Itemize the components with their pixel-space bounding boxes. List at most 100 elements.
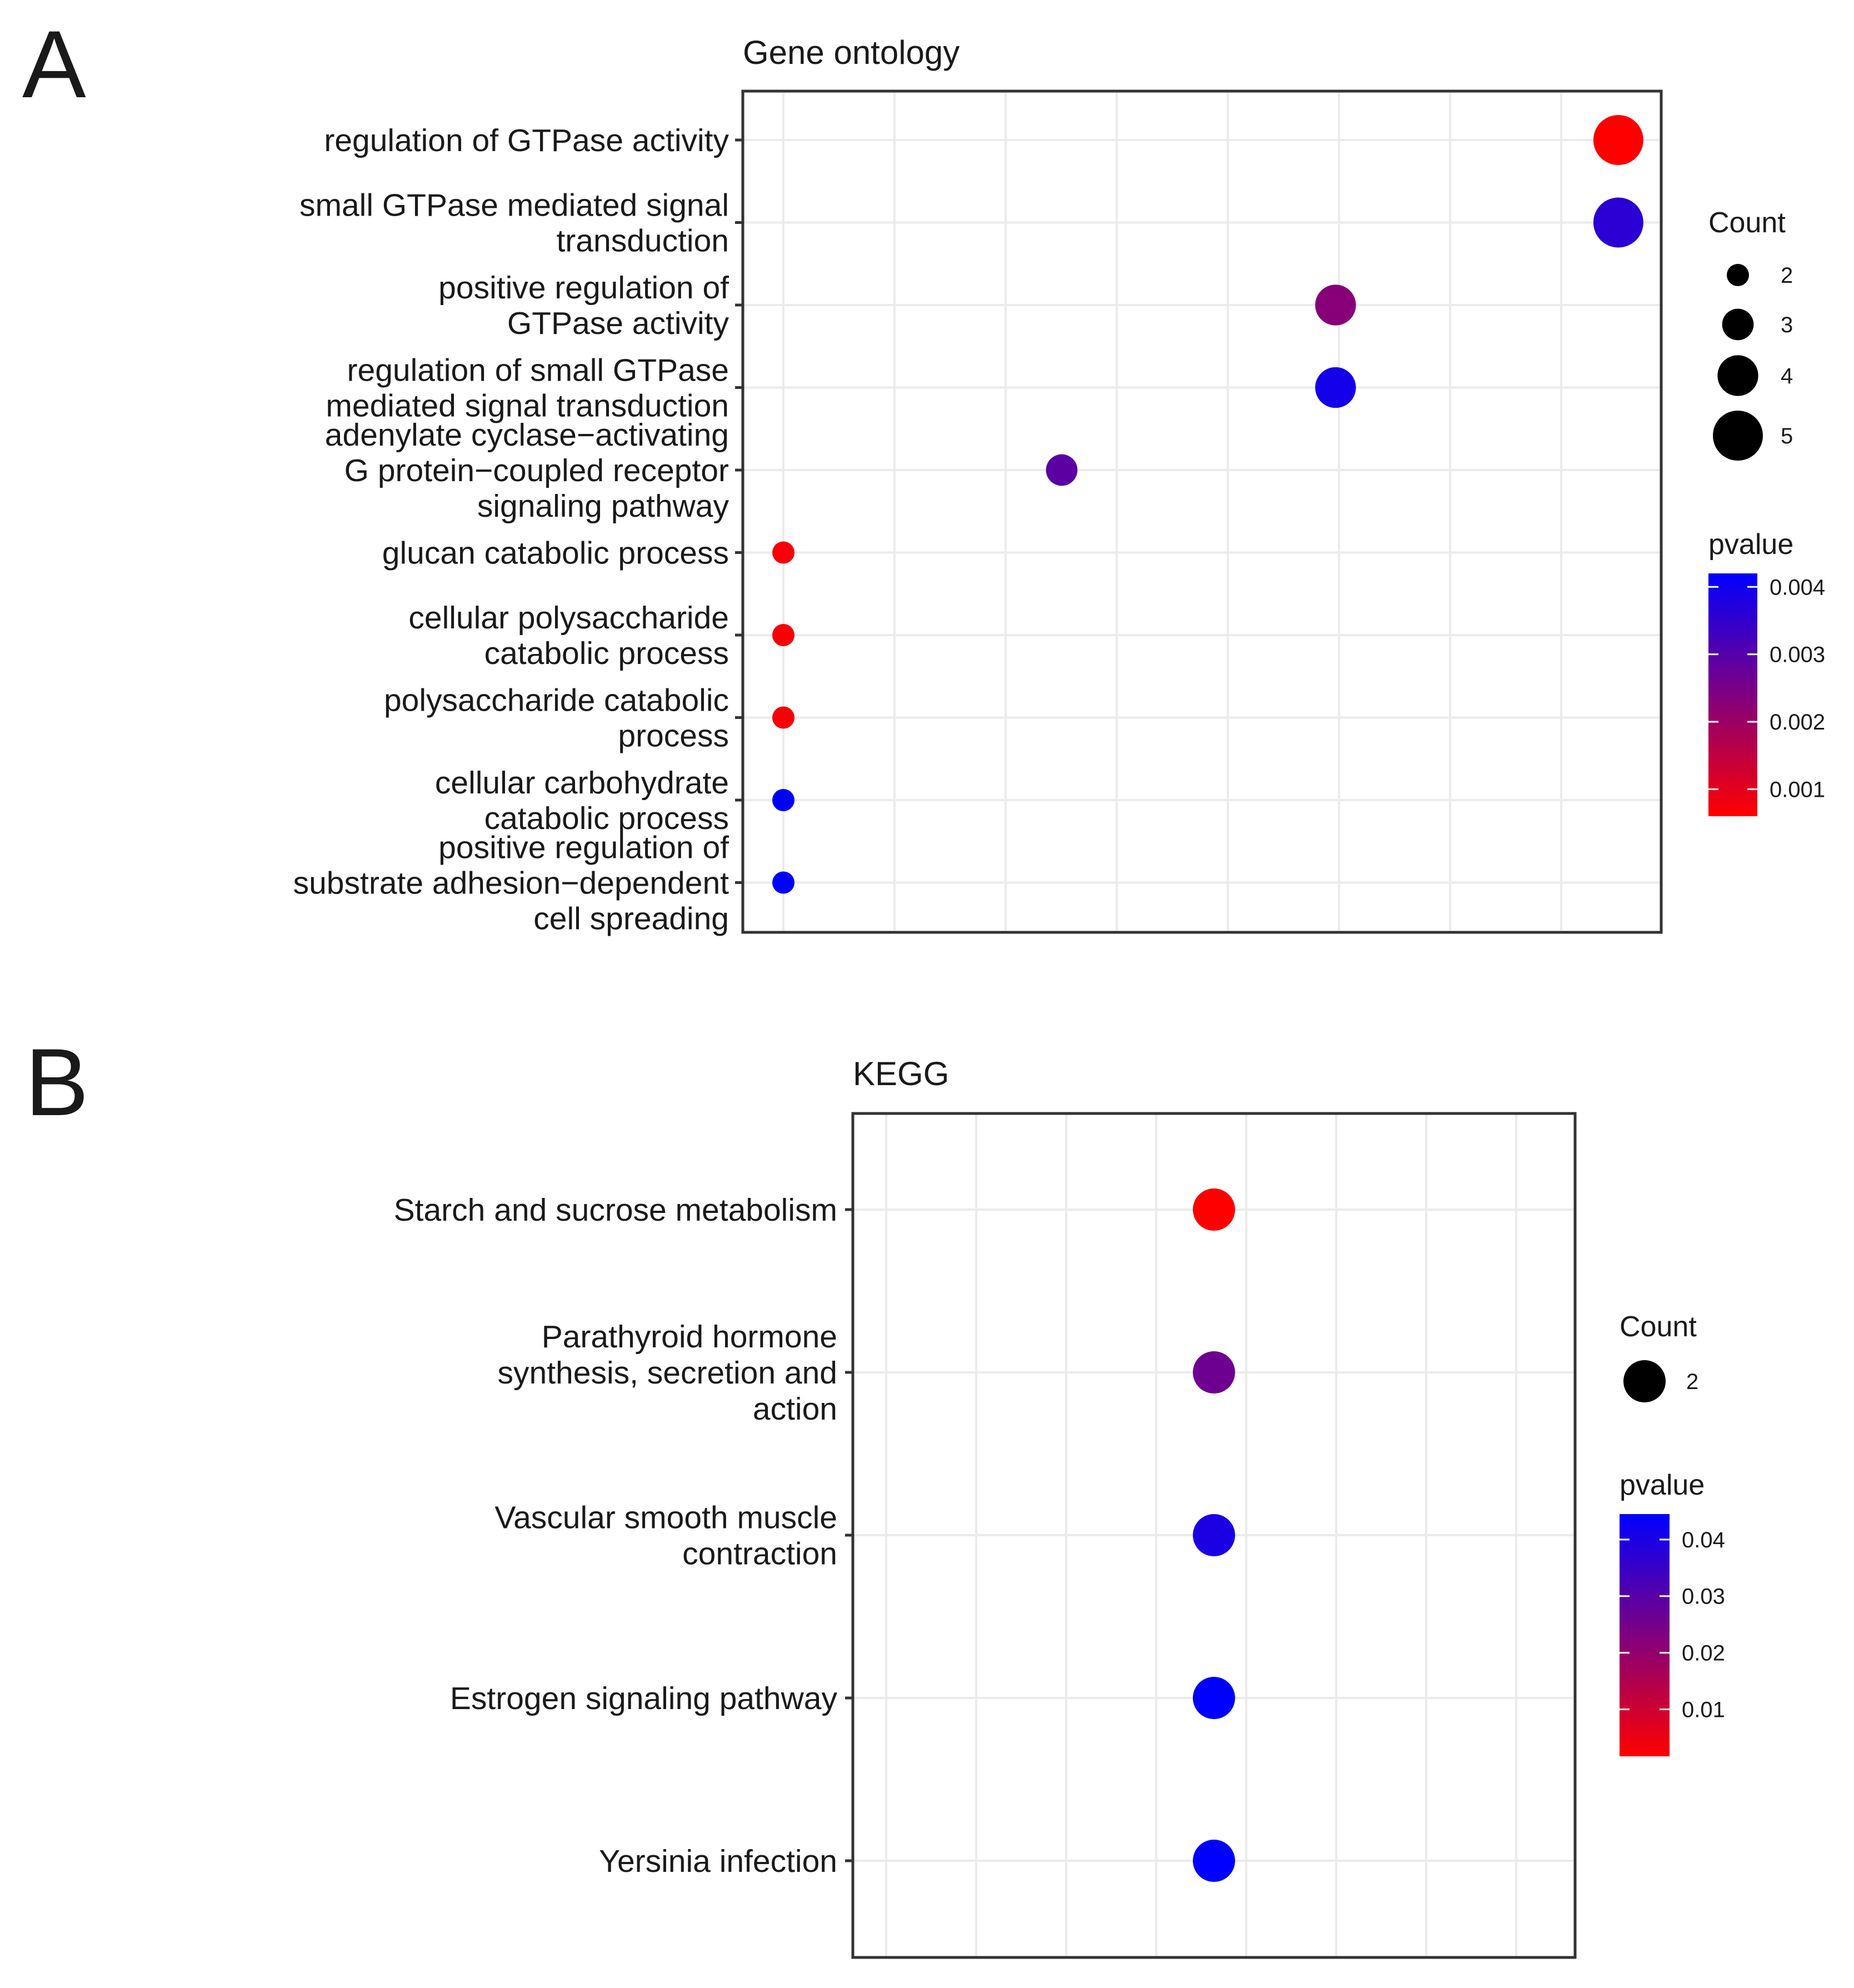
panel-a-y-tick-label: adenylate cyclase−activating G protein−co… — [325, 417, 729, 524]
panel-b-pvalue-legend-ticks: 0.01 0.02 0.03 0.04 — [1620, 1528, 1725, 1722]
panel-a-pvalue-tick-label: 0.004 — [1770, 575, 1825, 600]
panel-a-point — [1593, 115, 1643, 165]
panel-a-count-legend-label: 4 — [1781, 364, 1793, 388]
panel-b-points — [1193, 1188, 1235, 1882]
panel-b-y-tick-label-line: Parathyroid hormone — [542, 1319, 837, 1355]
panel-a-count-legend: 2 3 4 5 — [1713, 263, 1793, 461]
panel-b-letter: B — [25, 1029, 89, 1136]
panel-b-count-legend: 2 — [1623, 1360, 1698, 1402]
panel-a-y-labels: regulation of GTPase activity small GTPas… — [293, 123, 743, 937]
panel-a-y-tick-label-line: polysaccharide catabolic — [384, 683, 729, 718]
panel-b-y-tick-label: Yersinia infection — [599, 1844, 837, 1879]
panel-a-point — [772, 789, 794, 811]
panel-b-y-tick-label-line: synthesis, secretion and — [498, 1355, 838, 1391]
panel-a-y-tick-label-line: transduction — [556, 223, 729, 259]
panel-b-count-legend-dot — [1623, 1360, 1666, 1402]
panel-a-count-legend-label: 2 — [1781, 263, 1793, 288]
panel-a-y-tick-label-line: mediated signal transduction — [326, 388, 729, 424]
panel-a-y-tick-label: regulation of GTPase activity — [324, 123, 729, 158]
panel-b-pvalue-colorbar — [1620, 1514, 1670, 1756]
panel-a-point — [772, 871, 794, 894]
panel-b-y-tick-label-line: action — [753, 1391, 837, 1427]
panel-b-y-tick-label-line: Vascular smooth muscle — [494, 1500, 837, 1536]
panel-a-y-tick-label-line: process — [618, 718, 729, 754]
panel-b: B KEGG Starch and sucrose metabolism Para… — [25, 1029, 1725, 1959]
panel-b-point — [1193, 1351, 1235, 1393]
panel-a-pvalue-colorbar — [1708, 573, 1757, 816]
panel-b-y-tick-label-line: contraction — [682, 1536, 837, 1572]
panel-a-y-tick-label-line: glucan catabolic process — [382, 536, 729, 571]
panel-b-count-legend-label: 2 — [1686, 1370, 1698, 1394]
panel-b-grid — [853, 1113, 1575, 1957]
panel-b-pvalue-tick-label: 0.02 — [1682, 1641, 1725, 1666]
panel-b-point — [1193, 1840, 1235, 1882]
panel-b-y-tick-label: Estrogen signaling pathway — [450, 1681, 838, 1716]
panel-b-legend: Count 2 pvalue 0.01 0.02 0.03 0.04 — [1620, 1311, 1725, 1756]
panel-b-title: KEGG — [853, 1055, 949, 1092]
panel-b-y-labels: Starch and sucrose metabolism Parathyroid… — [394, 1192, 853, 1879]
panel-a-count-legend-dot — [1713, 411, 1763, 461]
panel-a-pvalue-legend-ticks: 0.001 0.002 0.003 0.004 — [1708, 575, 1825, 802]
panel-a-point — [1046, 454, 1078, 486]
panel-a-y-tick-label-line: substrate adhesion−dependent — [293, 866, 729, 901]
panel-a-y-tick-label-line: regulation of small GTPase — [347, 353, 729, 388]
panel-a-count-legend-dot — [1727, 264, 1749, 286]
panel-a-grid — [743, 91, 1661, 932]
panel-b-pvalue-legend-title: pvalue — [1620, 1469, 1705, 1501]
panel-a-y-tick-label-line: G protein−coupled receptor — [344, 453, 729, 488]
panel-a-point — [1593, 197, 1643, 248]
panel-a-plot-frame — [741, 89, 1663, 934]
panel-a-count-legend-label: 5 — [1781, 424, 1793, 448]
panel-a-count-legend-label: 3 — [1781, 313, 1793, 337]
panel-a-count-legend-dot — [1722, 308, 1754, 341]
panel-a-count-legend-dot — [1717, 355, 1758, 396]
panel-a-letter: A — [22, 11, 86, 118]
panel-a-y-tick-label-line: positive regulation of — [438, 270, 729, 306]
panel-a-pvalue-tick-label: 0.002 — [1770, 710, 1825, 735]
panel-a-y-tick-label: positive regulation of GTPase activity — [438, 270, 729, 341]
panel-b-y-tick-label: Starch and sucrose metabolism — [394, 1192, 837, 1228]
panel-a-y-tick-label-line: catabolic process — [484, 801, 729, 836]
panel-a-y-tick-label-line: positive regulation of — [438, 830, 729, 866]
panel-a-y-tick-label: cellular polysaccharide catabolic process — [408, 600, 729, 671]
panel-a-point — [1315, 367, 1356, 408]
panel-b-y-tick-label-line: Starch and sucrose metabolism — [394, 1192, 837, 1228]
panel-a-pvalue-legend-title: pvalue — [1708, 528, 1793, 561]
panel-a-y-tick-label: glucan catabolic process — [382, 536, 729, 571]
panel-b-count-legend-title: Count — [1620, 1311, 1697, 1343]
panel-a-y-tick-label: cellular carbohydrate catabolic process — [435, 765, 729, 836]
panel-a-point — [772, 706, 794, 729]
panel-a-count-legend-title: Count — [1708, 207, 1786, 239]
panel-b-point — [1193, 1677, 1235, 1719]
panel-a-points — [772, 115, 1643, 894]
panel-a-y-tick-label-line: cell spreading — [533, 901, 729, 937]
panel-a-pvalue-tick-label: 0.001 — [1770, 777, 1825, 802]
panel-b-pvalue-tick-label: 0.01 — [1682, 1697, 1725, 1722]
panel-a-title: Gene ontology — [743, 34, 960, 71]
panel-a-point — [772, 624, 794, 646]
panel-b-pvalue-tick-label: 0.03 — [1682, 1585, 1725, 1609]
panel-a-point — [772, 541, 794, 564]
panel-b-y-tick-label-line: Estrogen signaling pathway — [450, 1681, 838, 1716]
panel-a-y-tick-label-line: cellular polysaccharide — [408, 600, 729, 636]
panel-a-y-tick-label: regulation of small GTPase mediated signa… — [326, 353, 729, 424]
panel-b-y-tick-label-line: Yersinia infection — [599, 1844, 837, 1879]
panel-a-y-tick-label-line: regulation of GTPase activity — [324, 123, 729, 158]
panel-b-y-tick-label: Parathyroid hormone synthesis, secretion … — [498, 1319, 838, 1427]
panel-b-point — [1193, 1514, 1235, 1556]
panel-a-y-tick-label-line: adenylate cyclase−activating — [325, 417, 729, 453]
panel-a-point — [1315, 284, 1356, 326]
panel-a-y-tick-label-line: cellular carbohydrate — [435, 765, 729, 801]
panel-b-point — [1193, 1188, 1235, 1231]
panel-b-y-tick-label: Vascular smooth muscle contraction — [494, 1500, 837, 1572]
panel-b-pvalue-tick-label: 0.04 — [1682, 1528, 1725, 1552]
panel-a-y-tick-label-line: small GTPase mediated signal — [299, 188, 729, 223]
panel-a-legend: Count 2 3 4 5 pvalue 0.001 0.002 0.003 0.004 — [1708, 207, 1825, 816]
panel-a-y-tick-label: small GTPase mediated signal transduction — [299, 188, 729, 259]
panel-a-y-tick-label: polysaccharide catabolic process — [384, 683, 729, 754]
panel-a-y-tick-label-line: signaling pathway — [477, 488, 729, 524]
panel-a-pvalue-tick-label: 0.003 — [1770, 643, 1825, 667]
panel-a-y-tick-label-line: GTPase activity — [507, 306, 729, 341]
panel-a-y-tick-label-line: catabolic process — [484, 636, 729, 671]
